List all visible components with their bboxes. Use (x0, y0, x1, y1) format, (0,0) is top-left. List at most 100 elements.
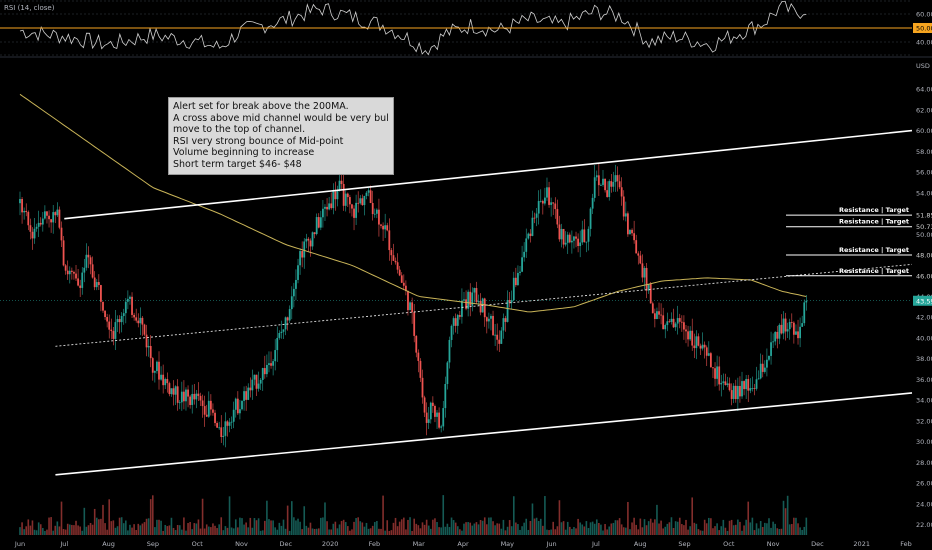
volume-bar (340, 520, 343, 535)
candle-body (782, 318, 785, 334)
candle-body (191, 393, 194, 405)
volume-bar (486, 524, 488, 535)
candle-body (415, 335, 418, 353)
candle-body (790, 322, 793, 323)
candle-body (680, 321, 683, 323)
volume-bar (793, 517, 795, 535)
candle-body (803, 302, 806, 324)
candle-body (517, 272, 519, 286)
candle-body (193, 393, 196, 400)
volume-bar (411, 530, 413, 535)
volume-bar (21, 522, 23, 535)
candle-body (292, 288, 295, 297)
volume-bar (751, 517, 754, 535)
candle-body (166, 378, 169, 384)
volume-bar (633, 517, 635, 535)
time-axis-label: Sep (147, 540, 159, 548)
volume-bar (75, 520, 77, 535)
volume-bar (496, 523, 498, 535)
candle-body (658, 311, 660, 315)
price-tick-label: 36.00 (916, 376, 932, 384)
candle-body (712, 367, 714, 369)
volume-bar (558, 500, 561, 535)
volume-bar (245, 522, 247, 535)
candle-body (805, 300, 808, 303)
candle-body (570, 240, 573, 243)
volume-bar (27, 519, 30, 535)
candle-body (529, 233, 532, 236)
candle-body (348, 197, 351, 205)
candle-body (332, 191, 335, 209)
candle-body (676, 318, 679, 324)
candle-body (446, 362, 449, 384)
volume-bar (564, 529, 567, 535)
candle-body (512, 277, 515, 301)
volume-bar (398, 521, 401, 535)
volume-bar (475, 522, 478, 535)
volume-bar (438, 527, 440, 535)
candle-body (375, 209, 378, 214)
volume-bar (436, 521, 438, 535)
volume-bar (737, 519, 739, 535)
candle-body (641, 263, 644, 278)
candle-body (239, 409, 241, 414)
candle-body (736, 385, 739, 400)
candle-body (581, 229, 584, 243)
candle-body (668, 321, 671, 323)
candle-body (102, 301, 104, 311)
rsi-level-label: 50.00 (916, 25, 932, 33)
candle-body (626, 213, 629, 235)
rsi-axis: 60.00 40.00 50.00 (913, 11, 932, 47)
volume-bar (598, 522, 600, 535)
candle-body (618, 181, 621, 188)
volume-bar (216, 528, 218, 535)
candle-body (232, 409, 235, 422)
volume-bar (585, 521, 588, 535)
volume-bar (31, 520, 34, 535)
candle-body (317, 217, 320, 228)
candle-body (245, 391, 248, 400)
candle-body (585, 241, 588, 243)
volume-bar (490, 517, 492, 535)
price-tick-label: 34.00 (916, 397, 932, 405)
candle-body (180, 391, 183, 403)
volume-bar (369, 528, 372, 535)
volume-bar (141, 523, 144, 535)
volume-bar (112, 520, 115, 535)
volume-bar (768, 518, 770, 535)
candle-body (135, 317, 138, 321)
volume-bar (212, 523, 214, 535)
volume-bar (444, 526, 447, 535)
candle-body (705, 347, 708, 356)
volume-bar (326, 521, 328, 535)
volume-bar (64, 529, 67, 535)
volume-bar (604, 524, 606, 535)
candle-body (763, 367, 766, 372)
volume-bar (392, 522, 395, 535)
candle-body (795, 331, 797, 335)
volume-bar (237, 527, 239, 535)
volume-bar (425, 519, 428, 535)
volume-bar (612, 522, 615, 535)
volume-bar (432, 519, 434, 535)
volume-bar (106, 529, 108, 535)
candle-body (697, 336, 700, 346)
candle-body (394, 260, 397, 263)
candle-body (560, 228, 563, 240)
candle-body (608, 181, 611, 197)
volume-bar (649, 518, 652, 535)
volume-bar (29, 525, 32, 535)
volume-bar (278, 522, 281, 535)
volume-bar (143, 522, 146, 535)
volume-bar (550, 529, 552, 535)
volume-bar (116, 526, 119, 535)
candle-body (747, 378, 750, 391)
candle-body (739, 385, 741, 397)
volume-bar (380, 528, 382, 535)
volume-bar (778, 529, 781, 535)
price-tick-label: 56.00 (916, 169, 932, 177)
volume-bar (749, 522, 752, 535)
volume-bar (415, 523, 418, 535)
candle-body (442, 408, 445, 427)
candle-body (43, 211, 46, 219)
